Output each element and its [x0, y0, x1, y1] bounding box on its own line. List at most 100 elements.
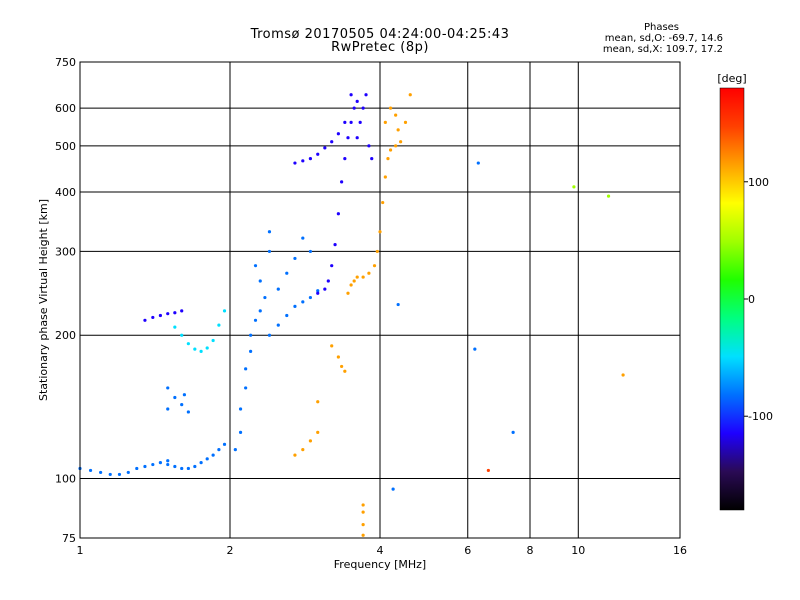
y-tick-labels: 75 100 200 300 400 500 600 750 — [55, 56, 76, 545]
y-tick-label: 200 — [55, 329, 76, 342]
data-point — [276, 323, 280, 327]
data-point — [249, 333, 253, 337]
data-point — [333, 243, 337, 247]
data-point — [186, 466, 190, 471]
data-point — [285, 313, 289, 318]
phase-info-title: Phases — [643, 22, 680, 33]
data-point — [361, 275, 365, 279]
data-point — [285, 271, 289, 275]
data-point — [205, 346, 209, 350]
y-tick-label: 300 — [55, 245, 76, 258]
data-point — [340, 180, 344, 184]
data-point — [205, 457, 209, 461]
colorbar-tick-label: -100 — [748, 410, 773, 423]
data-point — [323, 287, 327, 291]
colorbar-tick-label: 0 — [748, 293, 755, 306]
data-point — [238, 407, 243, 411]
data-point — [126, 470, 130, 475]
x-tick-label: 4 — [377, 544, 384, 557]
data-point — [301, 300, 305, 304]
data-point — [308, 295, 313, 300]
phase-info-x: mean, sd,X: 109.7, 17.2 — [602, 44, 723, 55]
data-point — [330, 264, 334, 268]
data-point — [258, 309, 262, 313]
data-point — [180, 309, 184, 313]
data-point — [336, 132, 340, 136]
data-point — [158, 461, 163, 465]
data-point — [486, 468, 490, 473]
data-point — [473, 347, 477, 351]
data-point — [367, 271, 371, 275]
data-point — [180, 333, 184, 337]
data-point — [403, 120, 408, 124]
data-point — [173, 464, 177, 469]
data-point — [316, 430, 320, 434]
data-point — [336, 212, 340, 216]
data-point — [386, 157, 390, 161]
data-point — [238, 430, 243, 434]
data-point — [396, 128, 400, 132]
data-point — [135, 466, 139, 471]
data-point — [117, 472, 122, 477]
data-point — [364, 93, 368, 97]
data-point — [343, 157, 347, 161]
data-point — [193, 464, 197, 469]
data-point — [182, 393, 186, 397]
data-point — [316, 291, 320, 295]
colorbar-tick-label: 100 — [748, 176, 769, 189]
data-point — [166, 407, 170, 411]
chart-title: Tromsø 20170505 04:24:00-04:25:43 — [250, 27, 510, 42]
y-tick-label: 750 — [55, 56, 76, 69]
data-point — [361, 523, 365, 527]
data-point — [199, 349, 203, 353]
x-tick-label: 10 — [571, 544, 585, 557]
data-point — [276, 287, 280, 291]
data-point — [222, 442, 227, 446]
data-point — [388, 106, 393, 110]
data-point — [606, 194, 611, 198]
data-point — [476, 161, 480, 165]
data-point — [166, 386, 170, 390]
data-point — [211, 338, 215, 343]
data-points — [78, 93, 625, 537]
data-point — [143, 464, 147, 469]
data-point — [166, 312, 170, 316]
data-point — [316, 400, 320, 404]
grid-lines — [80, 62, 680, 538]
data-point — [330, 140, 334, 144]
data-point — [346, 136, 350, 140]
data-point — [293, 256, 297, 261]
data-point — [378, 230, 382, 234]
data-point — [267, 333, 272, 337]
data-point — [244, 386, 248, 390]
x-tick-labels: 1 2 4 6 8 10 16 — [77, 544, 688, 557]
plot-frame — [79, 61, 681, 539]
data-point — [301, 448, 305, 452]
data-point — [158, 313, 163, 318]
data-point — [166, 459, 170, 463]
y-tick-label: 400 — [55, 186, 76, 199]
data-point — [99, 470, 103, 475]
data-point — [361, 510, 365, 514]
y-tick-label: 600 — [55, 102, 76, 115]
data-point — [253, 318, 258, 322]
data-point — [263, 295, 267, 300]
data-point — [253, 264, 258, 268]
x-axis-label: Frequency [MHz] — [334, 558, 426, 571]
data-point — [352, 106, 356, 110]
data-point — [173, 395, 177, 400]
data-point — [330, 344, 334, 348]
data-point — [383, 120, 387, 124]
data-point — [186, 342, 190, 346]
data-point — [267, 230, 272, 234]
data-point — [349, 93, 353, 97]
data-point — [355, 136, 359, 140]
y-axis-label: Stationary phase Virtual Height [km] — [37, 199, 50, 401]
data-point — [143, 318, 147, 322]
data-point — [199, 461, 203, 465]
data-point — [217, 323, 221, 327]
colorbar — [719, 87, 745, 511]
x-tick-label: 8 — [527, 544, 534, 557]
data-point — [511, 430, 515, 434]
